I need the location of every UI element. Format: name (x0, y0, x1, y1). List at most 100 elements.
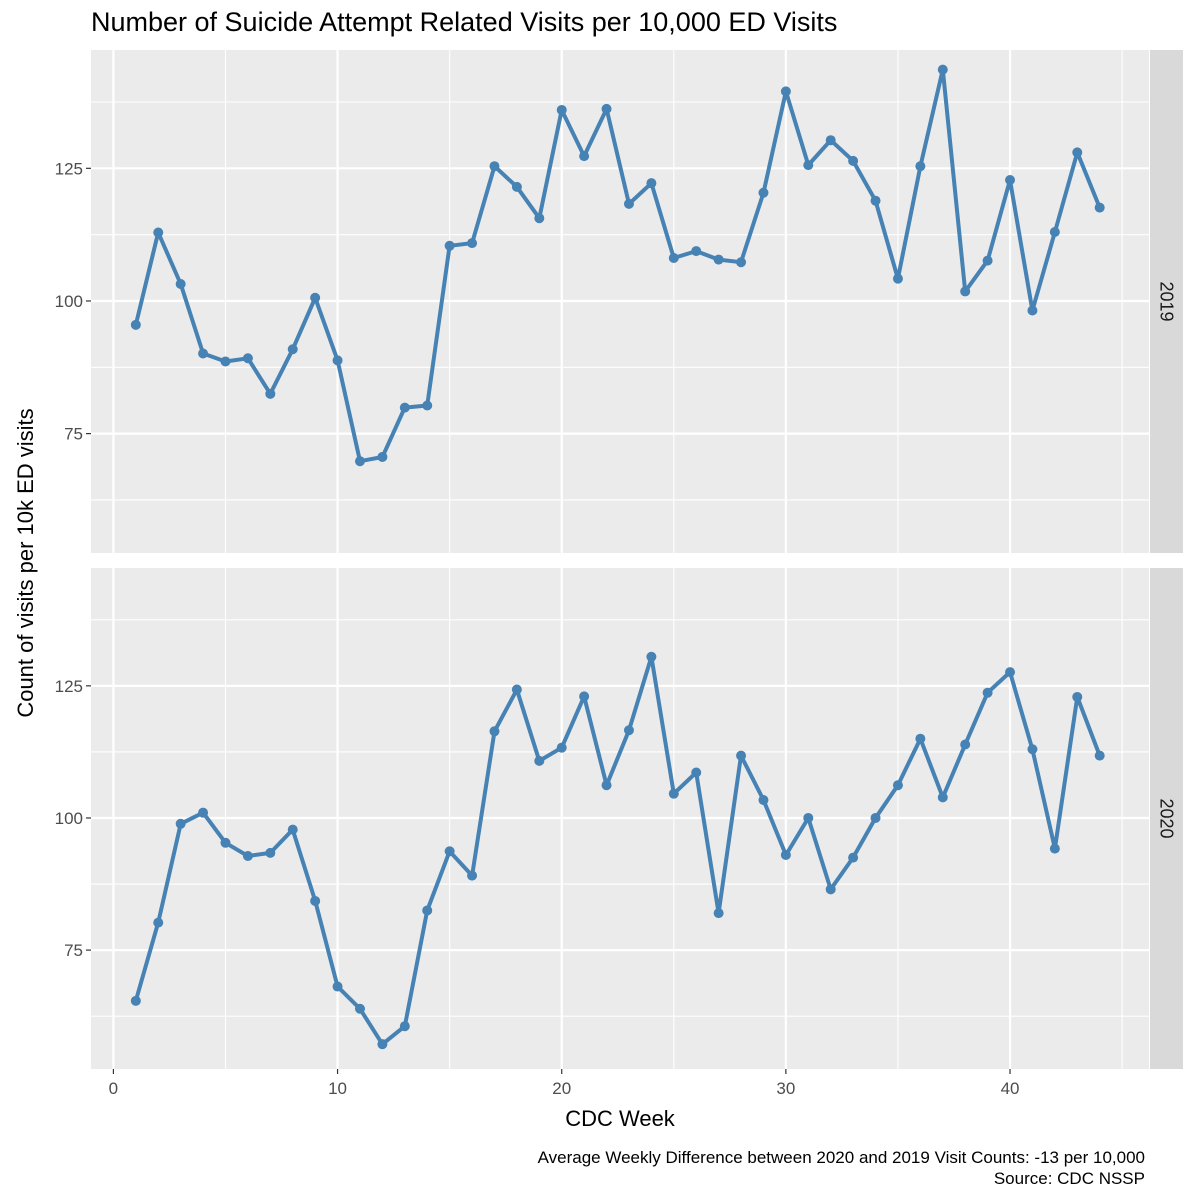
data-point-2020-week-8 (287, 824, 298, 835)
data-point-2019-week-24 (646, 178, 657, 189)
x-tick-label: 40 (1001, 1079, 1020, 1098)
x-tick-label: 10 (328, 1079, 347, 1098)
data-point-2020-week-4 (198, 807, 209, 818)
data-point-2019-week-18 (511, 181, 522, 192)
facet-panel-2019: 75 100 125 2019 (55, 50, 1183, 553)
data-point-2020-week-18 (511, 684, 522, 695)
data-point-2020-week-25 (668, 788, 679, 799)
data-point-2020-week-33 (848, 852, 859, 863)
data-point-2019-week-38 (960, 286, 971, 297)
data-point-2019-week-35 (892, 273, 903, 284)
data-point-2020-week-17 (489, 726, 500, 737)
data-point-2020-week-36 (915, 733, 926, 744)
data-point-2020-week-14 (422, 905, 433, 916)
y-tick-label: 75 (64, 941, 83, 960)
data-point-2020-week-5 (220, 837, 231, 848)
data-point-2019-week-37 (937, 64, 948, 75)
data-point-2019-week-21 (579, 151, 590, 162)
data-point-2020-week-29 (758, 795, 769, 806)
data-point-2019-week-41 (1027, 305, 1038, 316)
data-point-2019-week-15 (444, 240, 455, 251)
data-point-2019-week-29 (758, 187, 769, 198)
data-point-2020-week-16 (467, 870, 478, 881)
data-point-2020-week-31 (803, 812, 814, 823)
data-point-2019-week-6 (242, 353, 253, 364)
data-point-2019-week-22 (601, 103, 612, 114)
series-line-2019 (133, 67, 1102, 464)
data-point-2020-week-42 (1049, 843, 1060, 854)
data-point-2020-week-39 (982, 687, 993, 698)
x-axis: 0 10 20 30 40 (109, 1069, 1020, 1098)
data-point-2020-week-28 (736, 750, 747, 761)
data-point-2020-week-21 (579, 691, 590, 702)
data-point-2019-week-5 (220, 356, 231, 367)
y-tick-label: 100 (55, 292, 83, 311)
data-point-2019-week-36 (915, 161, 926, 172)
x-tick-label: 0 (109, 1079, 118, 1098)
data-point-2020-week-2 (153, 917, 164, 928)
series-line-2020 (133, 654, 1102, 1047)
data-point-2019-week-14 (422, 400, 433, 411)
x-axis-title: CDC Week (565, 1106, 676, 1131)
data-point-2020-week-43 (1072, 691, 1083, 702)
data-point-2019-week-43 (1072, 147, 1083, 158)
data-point-2019-week-42 (1049, 226, 1060, 237)
facet-strip (1150, 568, 1183, 1069)
data-point-2020-week-3 (175, 818, 186, 829)
y-tick-label: 75 (64, 425, 83, 444)
data-point-2020-week-22 (601, 780, 612, 791)
data-point-2019-week-40 (1005, 174, 1016, 185)
data-point-2019-week-31 (803, 160, 814, 171)
data-point-2019-week-7 (265, 388, 276, 399)
data-point-2019-week-9 (310, 292, 321, 303)
data-point-2019-week-20 (556, 104, 567, 115)
data-point-2020-week-20 (556, 742, 567, 753)
y-tick-label: 100 (55, 809, 83, 828)
data-point-2019-week-16 (467, 238, 478, 249)
data-point-2019-week-33 (848, 155, 859, 166)
data-point-2020-week-40 (1005, 667, 1016, 678)
data-point-2020-week-35 (892, 780, 903, 791)
data-point-2020-week-11 (354, 1003, 365, 1014)
data-point-2019-week-13 (399, 402, 410, 413)
data-point-2020-week-44 (1094, 750, 1105, 761)
data-point-2019-week-4 (198, 348, 209, 359)
data-point-2020-week-1 (130, 995, 141, 1006)
chart-title: Number of Suicide Attempt Related Visits… (91, 7, 837, 37)
data-point-2020-week-13 (399, 1021, 410, 1032)
facet-strip (1150, 50, 1183, 553)
data-point-2020-week-34 (870, 812, 881, 823)
data-point-2020-week-32 (825, 884, 836, 895)
data-point-2020-week-9 (310, 895, 321, 906)
data-point-2019-week-34 (870, 195, 881, 206)
data-point-2020-week-30 (780, 849, 791, 860)
data-point-2020-week-27 (713, 908, 724, 919)
data-point-2019-week-25 (668, 252, 679, 263)
data-point-2019-week-30 (780, 86, 791, 97)
y-tick-label: 125 (55, 677, 83, 696)
y-tick-label: 125 (55, 159, 83, 178)
data-point-2020-week-19 (534, 755, 545, 766)
x-tick-label: 30 (776, 1079, 795, 1098)
data-point-2020-week-10 (332, 981, 343, 992)
data-point-2019-week-3 (175, 278, 186, 289)
data-point-2019-week-2 (153, 227, 164, 238)
data-point-2020-week-15 (444, 846, 455, 857)
data-point-2020-week-12 (377, 1039, 388, 1050)
data-point-2019-week-26 (691, 246, 702, 257)
data-point-2020-week-38 (960, 739, 971, 750)
data-point-2019-week-27 (713, 254, 724, 265)
data-point-2020-week-41 (1027, 744, 1038, 755)
data-point-2019-week-19 (534, 213, 545, 224)
data-point-2020-week-23 (623, 725, 634, 736)
facet-panels: 75 100 125 2019 75 100 125 2020 (55, 50, 1183, 1069)
data-point-2019-week-11 (354, 456, 365, 467)
data-point-2019-week-1 (130, 319, 141, 330)
data-point-2019-week-44 (1094, 202, 1105, 213)
facet-strip-label: 2020 (1157, 798, 1177, 838)
x-tick-label: 20 (552, 1079, 571, 1098)
facet-strip-label: 2019 (1157, 281, 1177, 321)
data-point-2020-week-37 (937, 792, 948, 803)
data-point-2019-week-28 (736, 257, 747, 268)
